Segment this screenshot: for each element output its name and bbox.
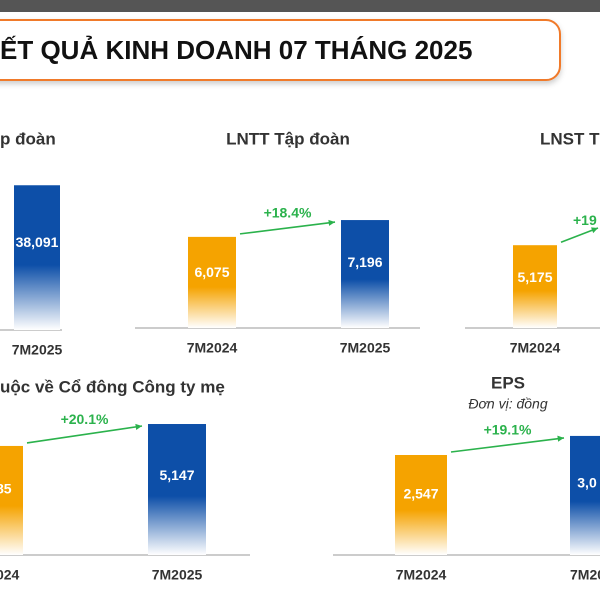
change-label: +20.1% bbox=[61, 411, 109, 427]
change-arrow bbox=[560, 227, 599, 243]
value-label: 7,196 bbox=[347, 254, 382, 270]
bar bbox=[513, 245, 557, 328]
value-label: 5,147 bbox=[159, 467, 194, 483]
chart-title: LNTT Tập đoàn bbox=[226, 129, 350, 148]
x-tick-label: 7M20 bbox=[570, 567, 600, 583]
x-tick-label: 7M2025 bbox=[12, 342, 63, 358]
change-label: +18.4% bbox=[264, 205, 312, 221]
value-label: 5,175 bbox=[517, 269, 552, 285]
bar bbox=[188, 236, 236, 328]
x-tick-label: 7M2024 bbox=[510, 340, 561, 356]
change-label: +19.1% bbox=[484, 422, 532, 438]
chart-title: EPS bbox=[491, 373, 525, 392]
arrow-head bbox=[135, 423, 142, 430]
arrow-head bbox=[591, 227, 598, 234]
x-tick-label: 7M2025 bbox=[340, 340, 391, 356]
value-label: 4,285 bbox=[0, 480, 12, 496]
bar bbox=[14, 185, 60, 330]
change-arrow bbox=[450, 437, 565, 453]
x-tick-label: 7M2024 bbox=[396, 567, 447, 583]
x-tick-label: 7M2024 bbox=[187, 340, 238, 356]
change-arrow bbox=[26, 425, 143, 444]
value-label: 3,0 bbox=[577, 474, 597, 490]
value-label: 2,547 bbox=[403, 486, 438, 502]
bar bbox=[148, 424, 206, 555]
value-label: 38,091 bbox=[16, 234, 59, 250]
bar bbox=[570, 435, 600, 555]
chart-title: p đoàn bbox=[0, 129, 56, 148]
header-title: ẾT QUẢ KINH DOANH 07 THÁNG 2025 bbox=[0, 35, 472, 65]
header-box bbox=[0, 19, 561, 81]
bar bbox=[341, 220, 389, 328]
bar bbox=[395, 455, 447, 555]
value-label: 6,075 bbox=[194, 264, 229, 280]
bar bbox=[0, 445, 23, 555]
chart-title: uộc về Cổ đông Công ty mẹ bbox=[0, 377, 225, 396]
arrow-head bbox=[557, 435, 564, 442]
x-tick-label: 7M2024 bbox=[0, 567, 20, 583]
chart-title: LNST Tậ bbox=[540, 129, 600, 148]
chart-subtitle: Đơn vị: đồng bbox=[468, 396, 547, 412]
arrow-head bbox=[328, 219, 335, 226]
x-tick-label: 7M2025 bbox=[152, 567, 203, 583]
change-arrow bbox=[239, 221, 336, 235]
top-strip bbox=[0, 0, 600, 12]
change-label: +19 bbox=[573, 212, 597, 228]
